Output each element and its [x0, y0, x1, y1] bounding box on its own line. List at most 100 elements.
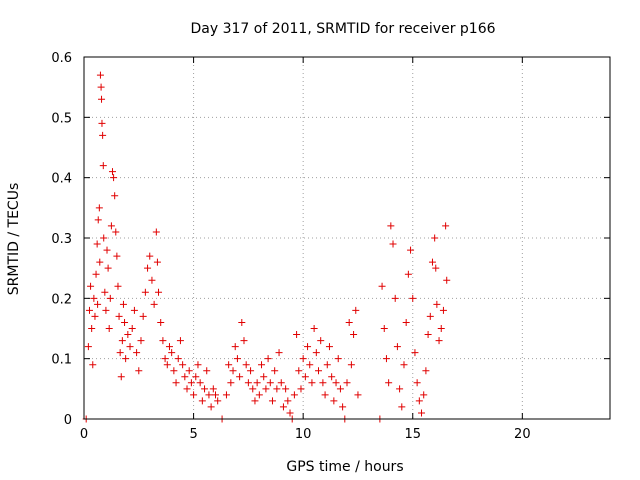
- data-point: [426, 312, 434, 320]
- data-point: [119, 300, 127, 308]
- data-point: [402, 318, 410, 326]
- data-point: [150, 300, 158, 308]
- data-point: [116, 349, 124, 357]
- data-point: [437, 325, 445, 332]
- data-point: [242, 361, 250, 369]
- data-point: [236, 373, 244, 381]
- data-point: [196, 379, 204, 387]
- data-point: [113, 252, 121, 260]
- data-point: [264, 355, 272, 363]
- grid: [84, 57, 610, 419]
- data-point: [260, 373, 268, 381]
- data-point: [422, 367, 430, 375]
- data-point: [277, 379, 285, 387]
- data-point: [268, 397, 276, 405]
- data-point: [207, 403, 215, 411]
- data-point: [115, 312, 123, 320]
- data-point: [393, 343, 401, 351]
- data-point: [144, 264, 152, 272]
- data-point: [286, 409, 294, 417]
- data-point: [139, 312, 147, 320]
- data-point: [114, 282, 122, 290]
- data-point: [297, 385, 305, 393]
- data-point: [172, 379, 180, 387]
- data-point: [304, 343, 312, 351]
- data-point: [407, 246, 415, 254]
- data-point: [271, 367, 279, 375]
- data-point: [295, 367, 303, 375]
- data-point: [319, 379, 327, 387]
- data-point: [106, 294, 114, 302]
- data-point: [185, 367, 193, 375]
- data-point: [352, 306, 360, 314]
- data-point: [443, 276, 451, 284]
- data-point: [415, 397, 423, 405]
- data-point: [299, 355, 307, 363]
- data-point: [389, 240, 397, 248]
- data-point: [155, 288, 163, 296]
- data-point: [99, 162, 107, 170]
- y-tick-label: 0: [64, 413, 72, 428]
- y-tick-label: 0.6: [51, 51, 72, 66]
- data-point: [198, 397, 206, 405]
- data-point: [273, 385, 281, 393]
- data-point: [141, 288, 149, 296]
- data-point: [301, 373, 309, 381]
- data-point: [90, 294, 98, 302]
- data-point: [108, 168, 116, 176]
- data-point: [96, 71, 104, 79]
- data-point: [249, 385, 257, 393]
- data-point: [87, 282, 95, 290]
- data-point: [433, 300, 441, 308]
- data-point: [163, 361, 171, 369]
- data-point: [420, 391, 428, 399]
- data-point: [247, 367, 255, 375]
- data-point: [105, 325, 113, 332]
- data-point: [343, 379, 351, 387]
- data-point: [330, 397, 338, 405]
- data-point: [192, 373, 200, 381]
- data-point: [92, 270, 100, 278]
- data-point: [308, 379, 316, 387]
- data-point: [244, 379, 252, 387]
- data-point: [112, 228, 120, 236]
- data-point: [378, 282, 386, 290]
- data-point: [146, 252, 154, 260]
- data-point: [310, 325, 318, 332]
- data-point: [229, 367, 237, 375]
- data-point: [89, 361, 97, 369]
- data-point: [187, 379, 195, 387]
- data-point: [323, 361, 331, 369]
- data-point: [170, 367, 178, 375]
- data-point: [306, 361, 314, 369]
- data-point: [312, 349, 320, 357]
- data-point: [91, 312, 99, 320]
- data-point: [161, 355, 169, 363]
- data-point: [124, 331, 132, 339]
- data-point: [398, 403, 406, 411]
- data-point: [100, 234, 108, 242]
- data-point: [94, 216, 102, 224]
- data-point: [354, 391, 362, 399]
- data-point: [380, 325, 388, 332]
- data-point: [275, 349, 283, 357]
- data-point: [126, 343, 134, 351]
- data-point: [439, 306, 447, 314]
- data-point: [321, 391, 329, 399]
- data-point: [101, 288, 109, 296]
- data-point: [336, 385, 344, 393]
- data-point: [391, 294, 399, 302]
- data-point: [382, 355, 390, 363]
- data-point: [103, 246, 111, 254]
- data-point: [179, 361, 187, 369]
- data-point: [404, 270, 412, 278]
- y-tick-label: 0.3: [51, 232, 72, 247]
- data-point: [104, 264, 112, 272]
- x-tick-label: 5: [189, 427, 197, 442]
- data-point: [262, 385, 270, 393]
- data-point: [122, 355, 130, 363]
- data-point: [168, 349, 176, 357]
- data-point: [102, 306, 110, 314]
- data-point: [183, 385, 191, 393]
- data-point: [95, 204, 103, 212]
